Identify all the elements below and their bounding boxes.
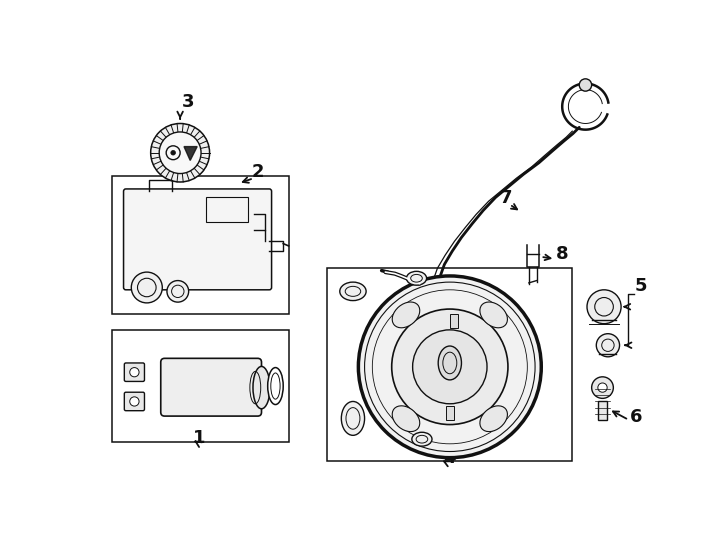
FancyBboxPatch shape bbox=[124, 363, 144, 381]
Circle shape bbox=[598, 383, 607, 392]
Ellipse shape bbox=[412, 432, 432, 446]
Bar bbox=[598, 401, 607, 420]
Circle shape bbox=[392, 309, 508, 425]
Bar bbox=[206, 197, 248, 222]
Ellipse shape bbox=[341, 401, 365, 435]
Text: 1: 1 bbox=[193, 429, 206, 447]
Circle shape bbox=[587, 290, 621, 324]
Text: 6: 6 bbox=[630, 408, 642, 426]
Ellipse shape bbox=[340, 282, 366, 301]
Ellipse shape bbox=[392, 302, 420, 328]
Polygon shape bbox=[184, 147, 197, 160]
Text: 2: 2 bbox=[251, 163, 264, 181]
Bar bbox=[112, 176, 288, 315]
Circle shape bbox=[171, 150, 175, 155]
Text: 4: 4 bbox=[443, 449, 456, 467]
Circle shape bbox=[579, 79, 592, 91]
Text: 3: 3 bbox=[181, 93, 194, 111]
FancyBboxPatch shape bbox=[161, 358, 261, 416]
Bar bbox=[450, 314, 458, 328]
Circle shape bbox=[159, 132, 201, 173]
Circle shape bbox=[358, 276, 542, 457]
Bar bbox=[328, 268, 571, 461]
Ellipse shape bbox=[268, 368, 283, 404]
Circle shape bbox=[131, 272, 162, 303]
Ellipse shape bbox=[480, 406, 507, 432]
FancyBboxPatch shape bbox=[124, 189, 272, 290]
Ellipse shape bbox=[253, 366, 270, 409]
Bar bbox=[446, 406, 454, 420]
Circle shape bbox=[130, 368, 139, 377]
Ellipse shape bbox=[480, 302, 507, 328]
Circle shape bbox=[413, 330, 487, 404]
Circle shape bbox=[596, 334, 620, 357]
Ellipse shape bbox=[406, 271, 427, 285]
FancyBboxPatch shape bbox=[124, 392, 144, 411]
Circle shape bbox=[151, 124, 210, 182]
Circle shape bbox=[592, 377, 614, 399]
Ellipse shape bbox=[392, 406, 420, 432]
Circle shape bbox=[167, 280, 189, 302]
Text: 5: 5 bbox=[635, 277, 647, 295]
Ellipse shape bbox=[438, 346, 462, 380]
Bar bbox=[112, 330, 288, 441]
Text: 8: 8 bbox=[556, 245, 569, 263]
Circle shape bbox=[130, 397, 139, 406]
Text: 7: 7 bbox=[499, 189, 512, 207]
